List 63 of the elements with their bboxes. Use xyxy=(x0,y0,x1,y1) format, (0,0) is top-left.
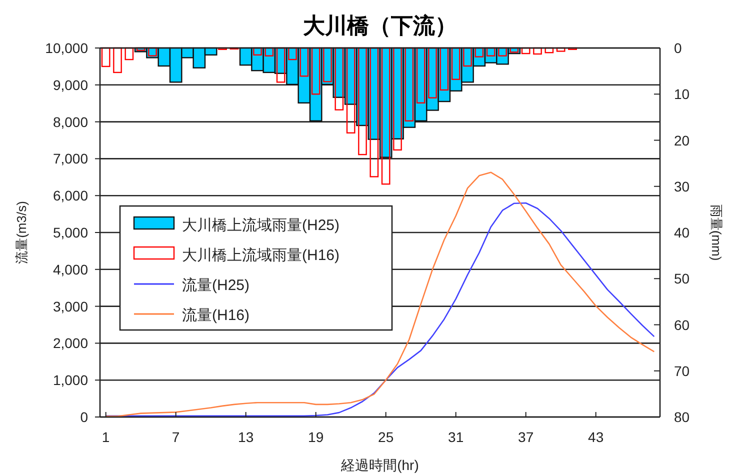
bar xyxy=(370,47,379,178)
legend-label: 大川橋上流域雨量(H25) xyxy=(182,217,340,234)
bar xyxy=(124,47,134,60)
legend-label: 流量(H25) xyxy=(182,277,250,294)
y-tick-label: 3,000 xyxy=(52,298,88,314)
bar xyxy=(113,47,122,74)
y2-tick-label: 30 xyxy=(674,178,690,194)
bar xyxy=(101,47,110,68)
y-axis-title: 流量(m3/s) xyxy=(14,201,29,264)
bar xyxy=(440,47,449,91)
legend-label: 流量(H16) xyxy=(182,307,250,324)
bar xyxy=(428,47,437,98)
bar xyxy=(311,47,320,95)
y-tick-label: 6,000 xyxy=(52,188,88,204)
y2-tick-label: 80 xyxy=(674,409,690,425)
bar xyxy=(393,47,402,151)
x-tick-label: 31 xyxy=(448,429,464,445)
y-tick-label: 7,000 xyxy=(52,150,88,167)
bar xyxy=(253,47,262,56)
bar xyxy=(264,47,274,56)
x-axis-title: 経過時間(hr) xyxy=(340,457,419,473)
chart-title: 大川橋（下流） xyxy=(303,13,457,38)
bar xyxy=(192,47,206,68)
bar xyxy=(346,47,356,134)
y2-tick-label: 10 xyxy=(674,86,690,102)
y-tick-label: 9,000 xyxy=(52,76,88,93)
bar xyxy=(463,47,472,67)
bar xyxy=(358,47,367,156)
y-tick-label: 5,000 xyxy=(52,224,88,240)
x-tick-label: 19 xyxy=(308,429,324,445)
bar xyxy=(416,47,426,104)
y2-tick-label: 50 xyxy=(674,270,690,287)
y2-tick-label: 20 xyxy=(674,132,690,148)
bar xyxy=(276,47,286,83)
bar xyxy=(334,47,344,110)
y-tick-label: 10,000 xyxy=(45,40,88,56)
y2-tick-label: 70 xyxy=(674,362,690,379)
bar xyxy=(381,47,390,185)
bar xyxy=(288,47,297,60)
legend-label: 大川橋上流域雨量(H16) xyxy=(182,247,340,264)
bar xyxy=(230,47,239,50)
y2-tick-label: 40 xyxy=(674,224,690,240)
x-tick-label: 7 xyxy=(172,429,180,445)
bar xyxy=(300,47,309,77)
y-tick-label: 0 xyxy=(80,409,88,425)
y2-tick-label: 60 xyxy=(674,316,690,333)
bar xyxy=(218,47,227,50)
bar xyxy=(169,47,182,83)
y-tick-label: 1,000 xyxy=(52,372,88,388)
bar xyxy=(533,47,542,55)
bar xyxy=(568,47,577,50)
x-tick-label: 25 xyxy=(378,429,394,445)
y-tick-label: 4,000 xyxy=(52,261,88,278)
y-tick-label: 8,000 xyxy=(52,114,88,130)
x-tick-label: 13 xyxy=(238,429,254,445)
bar xyxy=(474,47,484,58)
x-tick-label: 1 xyxy=(102,429,110,445)
y2-tick-label: 0 xyxy=(674,40,682,56)
y2-axis-title: 雨量(mm) xyxy=(709,204,724,261)
bar xyxy=(451,47,460,80)
x-tick-label: 43 xyxy=(588,429,604,445)
y-tick-label: 2,000 xyxy=(52,335,88,352)
x-tick-label: 37 xyxy=(518,429,534,445)
